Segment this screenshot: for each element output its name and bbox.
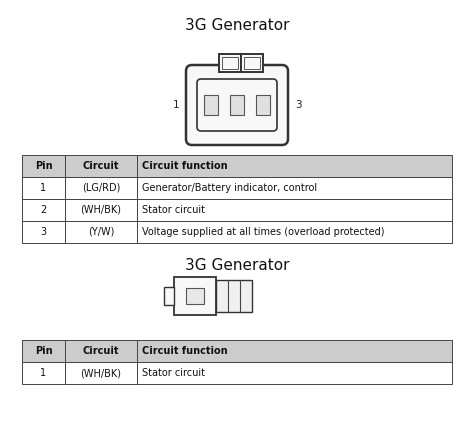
Bar xyxy=(22,155,65,177)
Text: (WH/BK): (WH/BK) xyxy=(80,205,121,215)
Bar xyxy=(22,221,65,243)
FancyBboxPatch shape xyxy=(197,79,277,131)
Bar xyxy=(22,199,65,221)
Bar xyxy=(65,221,137,243)
Bar xyxy=(222,57,238,69)
Bar xyxy=(204,95,218,115)
Text: Circuit function: Circuit function xyxy=(142,346,228,356)
Bar xyxy=(216,280,252,312)
Bar xyxy=(22,340,65,362)
Bar xyxy=(219,54,241,72)
Bar xyxy=(65,177,137,199)
Bar xyxy=(164,287,174,305)
Text: 3: 3 xyxy=(40,227,46,237)
Bar xyxy=(137,155,452,177)
Bar xyxy=(186,288,204,304)
Bar xyxy=(230,95,244,115)
Bar xyxy=(137,177,452,199)
Bar xyxy=(137,221,452,243)
Text: 3G Generator: 3G Generator xyxy=(185,258,289,273)
Bar xyxy=(137,362,452,384)
Text: Circuit: Circuit xyxy=(82,161,119,171)
Bar xyxy=(65,362,137,384)
Bar xyxy=(65,340,137,362)
Text: Generator/Battery indicator, control: Generator/Battery indicator, control xyxy=(142,183,317,193)
Text: 3G Generator: 3G Generator xyxy=(185,18,289,33)
Text: Pin: Pin xyxy=(35,161,52,171)
Bar xyxy=(137,199,452,221)
Text: (WH/BK): (WH/BK) xyxy=(80,368,121,378)
Text: Stator circuit: Stator circuit xyxy=(142,205,205,215)
FancyBboxPatch shape xyxy=(186,65,288,145)
Bar xyxy=(137,340,452,362)
Bar xyxy=(22,177,65,199)
Bar xyxy=(22,362,65,384)
Bar xyxy=(241,54,263,72)
Text: 1: 1 xyxy=(173,100,179,110)
Text: 3: 3 xyxy=(295,100,301,110)
Text: Circuit function: Circuit function xyxy=(142,161,228,171)
Text: Circuit: Circuit xyxy=(82,346,119,356)
Text: Pin: Pin xyxy=(35,346,52,356)
Text: (Y/W): (Y/W) xyxy=(88,227,114,237)
Bar xyxy=(244,57,260,69)
Text: Voltage supplied at all times (overload protected): Voltage supplied at all times (overload … xyxy=(142,227,384,237)
Text: Stator circuit: Stator circuit xyxy=(142,368,205,378)
Text: 1: 1 xyxy=(40,183,46,193)
Bar xyxy=(65,155,137,177)
Bar xyxy=(256,95,270,115)
Bar xyxy=(174,277,216,315)
Text: 1: 1 xyxy=(40,368,46,378)
Bar xyxy=(65,199,137,221)
Text: (LG/RD): (LG/RD) xyxy=(82,183,120,193)
Text: 2: 2 xyxy=(40,205,46,215)
